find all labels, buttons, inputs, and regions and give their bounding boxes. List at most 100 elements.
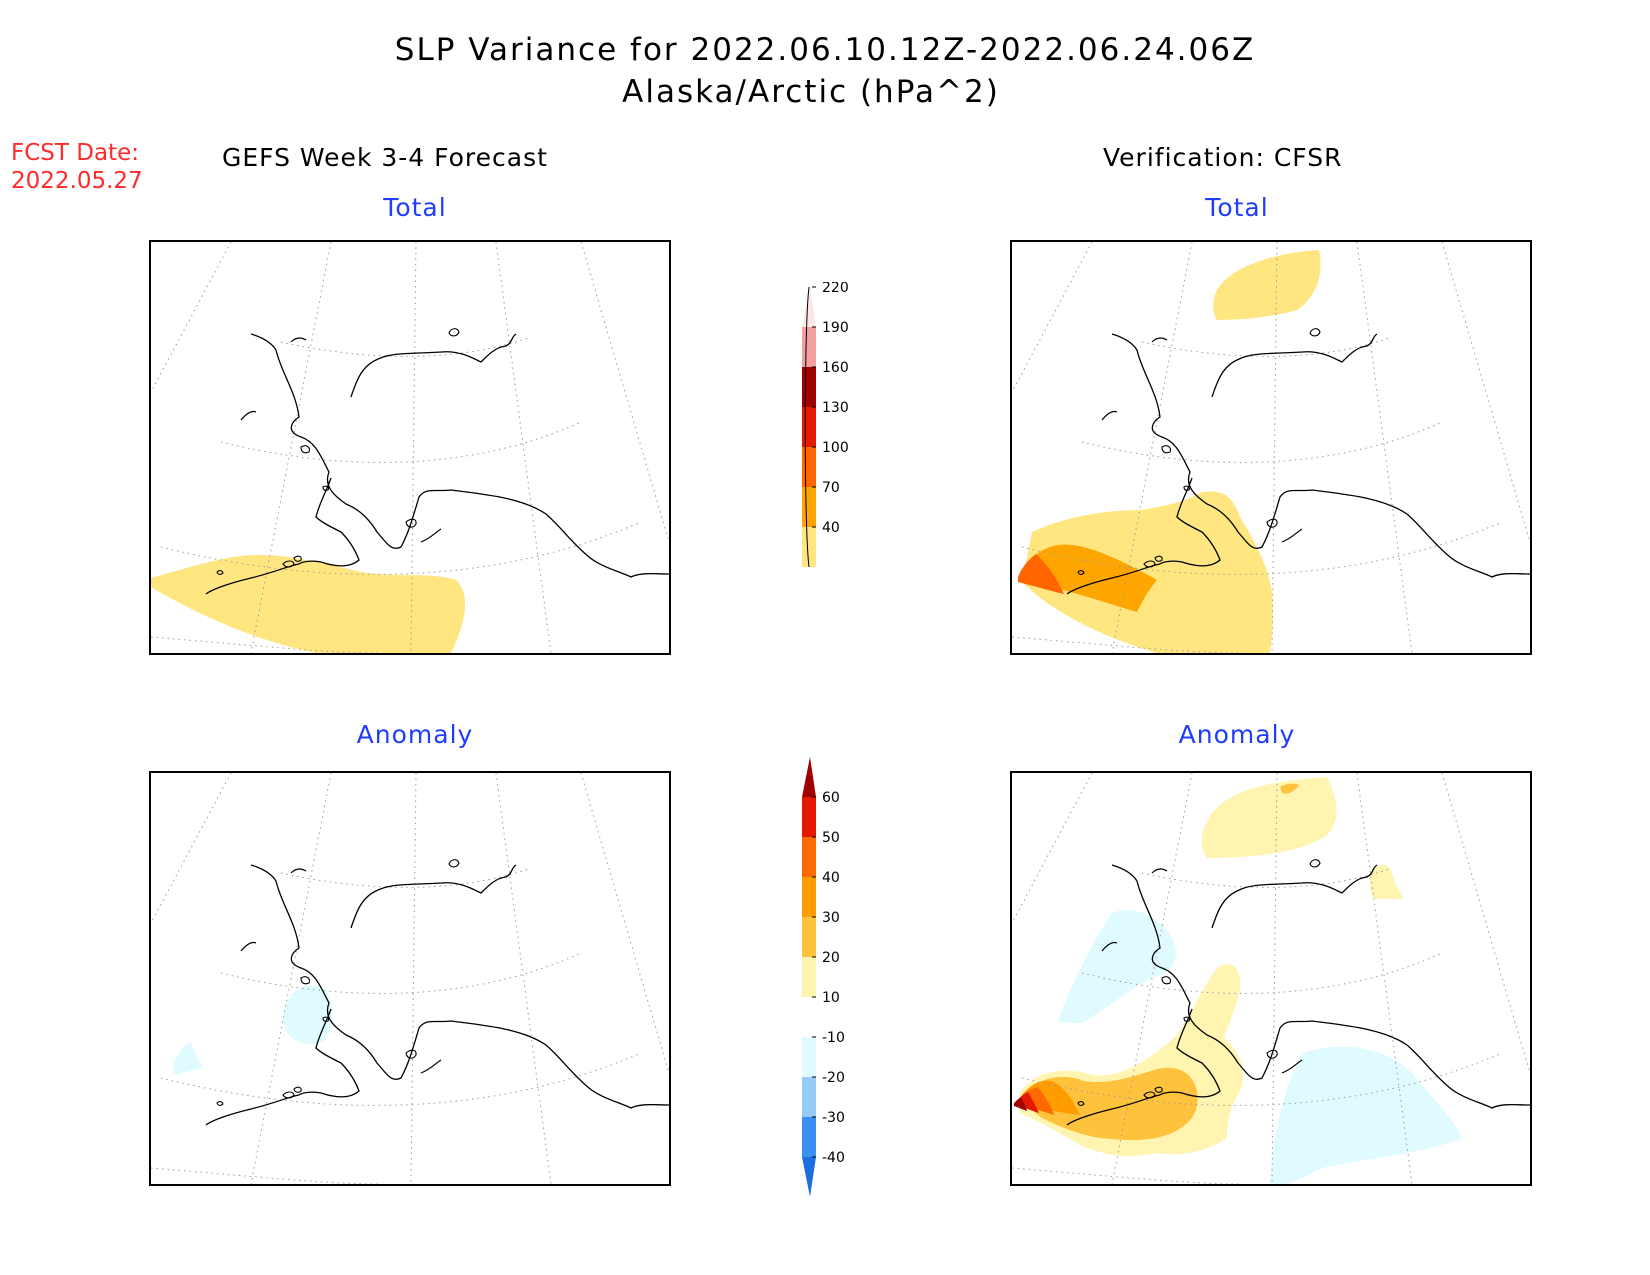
colorbar-label: 50 xyxy=(822,830,840,846)
fc-total-svg xyxy=(151,242,669,653)
shade-ne-10-20 xyxy=(1369,864,1404,899)
coast-detail xyxy=(1066,868,1303,1126)
colorbar-label: -20 xyxy=(822,1070,845,1086)
shade-50-60 xyxy=(1016,1092,1039,1113)
grid-line xyxy=(410,773,417,1184)
main-title: SLP Variance for 2022.06.10.12Z-2022.06.… xyxy=(394,32,1256,68)
colorbar-swatch xyxy=(802,1037,816,1077)
shade-60plus xyxy=(1014,1098,1027,1111)
colorbar-swatch xyxy=(802,527,816,567)
colorbar-swatch xyxy=(802,757,816,797)
island-outline xyxy=(448,328,460,337)
grid-line xyxy=(580,773,669,1074)
colorbar-swatch xyxy=(802,447,816,487)
grid-line xyxy=(495,242,552,653)
colorbar-label: 30 xyxy=(822,910,840,926)
grid-line xyxy=(1081,952,1443,994)
colorbar-swatch xyxy=(802,367,816,407)
grid-line xyxy=(1441,242,1530,543)
ver-total-svg xyxy=(1012,242,1530,653)
shade-neg10-neg20 xyxy=(283,985,333,1045)
ver-total-map xyxy=(1010,240,1532,655)
colorbar-swatch xyxy=(802,487,816,527)
colorbar-label: 20 xyxy=(822,950,840,966)
colorbar-swatch xyxy=(802,877,816,917)
island-outline xyxy=(322,1016,330,1022)
grid-line xyxy=(1111,242,1193,653)
lat-lon-grid xyxy=(1012,242,1530,653)
lat-lon-grid xyxy=(1012,773,1530,1184)
colorbar-label: -30 xyxy=(822,1110,845,1126)
colorbar-label: 40 xyxy=(822,870,840,886)
island-outline xyxy=(216,570,224,575)
island-outline xyxy=(322,485,330,491)
shade-arctic xyxy=(1213,250,1321,320)
colorbar-swatch xyxy=(802,997,816,1037)
shade-neg10-neg20-edge xyxy=(173,1043,203,1075)
colorbar-total: 40 70 100 130 160 190 220 xyxy=(802,282,849,568)
island-outline xyxy=(1143,1091,1156,1099)
forecast-header: GEFS Week 3-4 Forecast xyxy=(222,143,548,172)
colorbar-swatch xyxy=(802,837,816,877)
island-outline xyxy=(300,976,310,985)
grid-line xyxy=(151,773,232,924)
island-outline xyxy=(448,859,460,868)
coast-detail xyxy=(205,337,442,595)
colorbar-label: 100 xyxy=(822,440,849,456)
fc-anom-map xyxy=(149,771,671,1186)
shade-100-130 xyxy=(1018,554,1064,594)
grid-line xyxy=(151,1167,382,1184)
grid-line xyxy=(250,242,332,653)
island-outline xyxy=(1161,445,1171,454)
colorbar-label: -40 xyxy=(822,1150,845,1166)
colorbar-anomaly: -40 -30 -20 -10 10 20 30 40 50 60 xyxy=(802,757,845,1197)
grid-line xyxy=(160,1052,642,1106)
grid-line xyxy=(1012,773,1093,924)
island-outline xyxy=(1143,560,1156,568)
ver-anom-title: Anomaly xyxy=(1178,720,1296,749)
verification-header: Verification: CFSR xyxy=(1103,143,1343,172)
alaska-coastline xyxy=(1111,333,1530,578)
colorbar-label: 70 xyxy=(822,480,840,496)
grid-line xyxy=(1012,1167,1243,1184)
lat-lon-grid xyxy=(151,242,669,653)
shade-40-70 xyxy=(1022,491,1273,653)
island-outline xyxy=(405,518,417,528)
fcst-date-label: FCST Date: xyxy=(11,140,139,166)
colorbar-label: 10 xyxy=(822,990,840,1006)
shade-se-neg10 xyxy=(1270,1046,1462,1184)
grid-line xyxy=(220,952,582,994)
island-outline xyxy=(1161,976,1171,985)
colorbar-label: 160 xyxy=(822,360,849,376)
colorbar-label: 220 xyxy=(822,282,849,296)
ver-anom-map xyxy=(1010,771,1532,1186)
island-outline xyxy=(293,1086,302,1093)
coast-detail xyxy=(205,868,442,1126)
colorbar-edge xyxy=(804,286,810,568)
ver-anom-svg xyxy=(1012,773,1530,1184)
ver-total-title: Total xyxy=(1205,193,1269,222)
colorbar-swatch xyxy=(802,957,816,997)
coastline xyxy=(205,859,669,1126)
island-outline xyxy=(293,555,302,562)
colorbar-swatch xyxy=(802,327,816,367)
colorbar-swatch xyxy=(802,1077,816,1117)
coast-detail xyxy=(1066,337,1303,595)
grid-line xyxy=(1111,773,1193,1184)
island-outline xyxy=(1309,328,1321,337)
fc-total-map xyxy=(149,240,671,655)
colorbar-label: 40 xyxy=(822,520,840,536)
island-outline xyxy=(1183,485,1191,491)
main-subtitle: Alaska/Arctic (hPa^2) xyxy=(622,74,1000,110)
shade-arctic-20-30 xyxy=(1280,783,1299,794)
grid-line xyxy=(1081,421,1443,463)
coastline xyxy=(205,328,669,595)
alaska-coastline xyxy=(250,333,669,578)
fcst-date-value: 2022.05.27 xyxy=(11,168,143,194)
colorbar-swatch xyxy=(802,407,816,447)
island-outline xyxy=(1183,1016,1191,1022)
colorbar-swatch xyxy=(802,1117,816,1157)
island-outline xyxy=(1077,570,1085,575)
shade-20-30 xyxy=(1025,1067,1198,1141)
colorbar-label: 60 xyxy=(822,790,840,806)
